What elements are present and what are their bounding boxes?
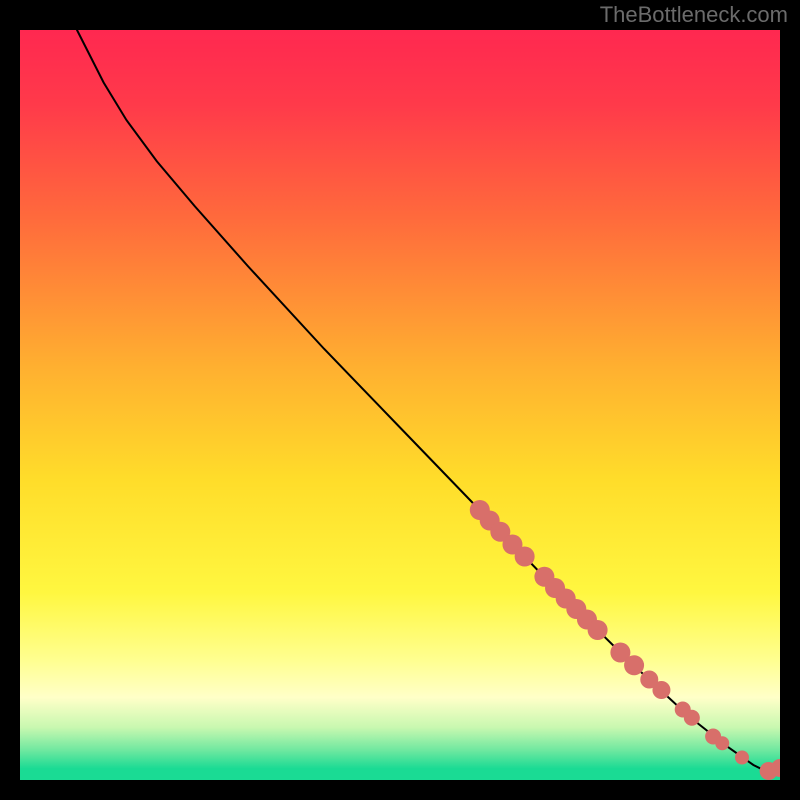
chart-container: TheBottleneck.com [0,0,800,800]
plot-area [20,30,780,780]
chart-svg [20,30,780,780]
data-marker [684,710,700,726]
watermark-text: TheBottleneck.com [600,2,788,28]
data-marker [624,655,644,675]
data-marker [652,681,670,699]
data-marker [735,751,749,765]
data-marker [715,736,729,750]
data-marker [588,620,608,640]
gradient-background [20,30,780,780]
data-marker [515,547,535,567]
